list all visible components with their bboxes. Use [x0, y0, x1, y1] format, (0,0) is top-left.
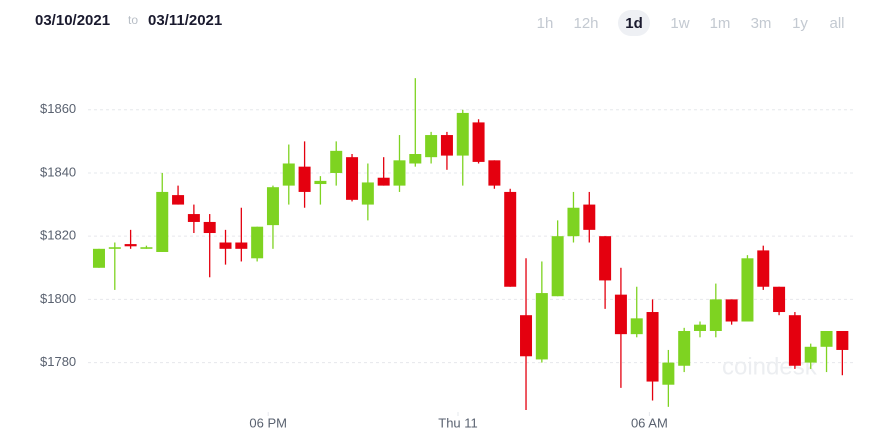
- candle-body: [741, 258, 754, 322]
- candle-body: [599, 236, 612, 281]
- candle-body: [630, 318, 643, 335]
- candle-body: [251, 226, 264, 259]
- plot-area: $1780 $1800 $1820 $1840 $1860 06 PM Thu 11 06 A…: [40, 78, 855, 430]
- candle-body: [504, 191, 517, 287]
- candle-body: [361, 182, 374, 205]
- candle-body: [725, 299, 738, 322]
- candle-body: [757, 250, 770, 287]
- candle-body: [235, 242, 248, 249]
- candle-body: [551, 236, 564, 297]
- y-tick-label: $1840: [40, 164, 76, 179]
- candle-body: [393, 160, 406, 186]
- date-from: 03/10/2021: [35, 12, 110, 29]
- candle-body: [266, 187, 279, 226]
- candle-body: [425, 135, 438, 158]
- x-tick-label: 06 PM: [249, 415, 287, 430]
- candle-body: [219, 242, 232, 249]
- candle-body: [409, 154, 422, 164]
- candle-body: [662, 362, 675, 385]
- candle-body: [456, 112, 469, 156]
- candle-body: [330, 150, 343, 173]
- y-tick-label: $1800: [40, 291, 76, 306]
- candle-body: [709, 299, 722, 331]
- candle-body: [346, 157, 359, 200]
- candle-body: [298, 166, 311, 192]
- candle-body: [583, 204, 596, 230]
- range-button[interactable]: 1w: [670, 15, 689, 32]
- candle-body: [187, 214, 200, 222]
- candle-body: [520, 315, 533, 357]
- candle-body: [124, 244, 137, 247]
- candle-body: [156, 191, 169, 252]
- candle-body: [92, 248, 105, 268]
- y-tick-label: $1820: [40, 228, 76, 243]
- x-tick-label: Thu 11: [438, 415, 478, 430]
- x-tick-label: 06 AM: [631, 415, 668, 430]
- range-button[interactable]: 1y: [792, 15, 808, 32]
- candle-body: [535, 293, 548, 360]
- candle-body: [108, 247, 121, 249]
- range-button[interactable]: 12h: [573, 15, 598, 32]
- y-tick-label: $1860: [40, 101, 76, 116]
- range-button[interactable]: 1m: [710, 15, 731, 32]
- candle-body: [646, 312, 659, 382]
- candle-body: [377, 177, 390, 186]
- candle-body: [836, 330, 849, 350]
- candle-body: [678, 330, 691, 366]
- candle-body: [614, 294, 627, 335]
- candle-body: [314, 180, 327, 185]
- candle-body: [488, 160, 501, 186]
- candle-body: [440, 135, 453, 156]
- range-button[interactable]: all: [829, 15, 844, 32]
- range-buttons: 1h 12h 1d 1w 1m 3m 1y all: [537, 10, 845, 36]
- range-button[interactable]: 3m: [751, 15, 772, 32]
- date-to: 03/11/2021: [148, 12, 222, 29]
- active-button-bg: [618, 10, 650, 36]
- candle-body: [282, 163, 295, 186]
- candle-body: [472, 122, 485, 162]
- candle-body: [773, 286, 786, 313]
- candle-body: [788, 315, 801, 366]
- watermark: coindesk: [722, 353, 818, 380]
- candle-body: [567, 207, 580, 237]
- range-button[interactable]: 1h: [537, 15, 554, 32]
- candle-body: [140, 247, 153, 249]
- range-button[interactable]: 1d: [625, 15, 643, 32]
- candle-body: [804, 346, 817, 363]
- candle-body: [694, 324, 706, 331]
- candle-body: [820, 330, 833, 347]
- candle-body: [172, 195, 185, 205]
- candle-body: [203, 221, 216, 234]
- date-separator: to: [128, 13, 138, 27]
- y-tick-label: $1780: [40, 354, 76, 369]
